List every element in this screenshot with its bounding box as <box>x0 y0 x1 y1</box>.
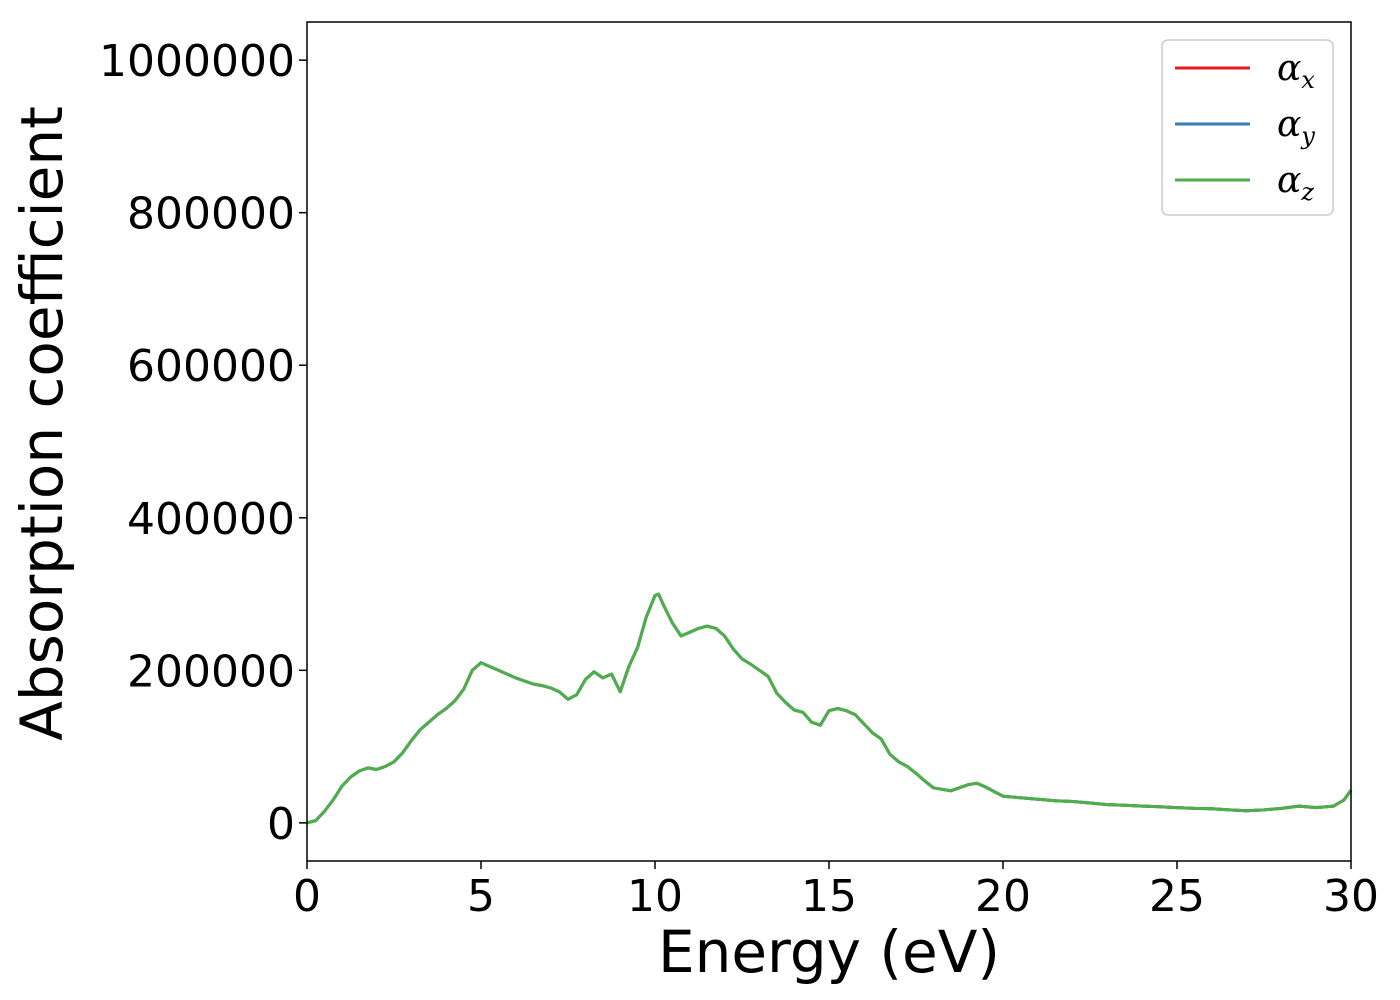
legend: αx αy αz <box>1161 39 1334 216</box>
x-tick-label: 10 <box>627 871 683 922</box>
x-axis: 0 5 10 15 20 25 30 <box>293 861 1379 922</box>
y-tick-label: 200000 <box>127 646 295 697</box>
x-tick-label: 20 <box>975 871 1031 922</box>
legend-entry-2: αy <box>1277 104 1315 150</box>
y-tick-label: 600000 <box>127 341 295 392</box>
series-layer <box>306 592 1353 825</box>
y-tick-label: 400000 <box>127 494 295 545</box>
series-line-2 <box>306 592 1353 825</box>
legend-entry-3: αz <box>1277 160 1314 206</box>
x-tick-label: 15 <box>801 871 857 922</box>
legend-entry-1: αx <box>1277 48 1315 94</box>
y-tick-label: 1000000 <box>99 36 295 87</box>
x-tick-label: 5 <box>467 871 495 922</box>
x-tick-label: 0 <box>293 871 321 922</box>
x-axis-label: Energy (eV) <box>658 918 1000 986</box>
y-tick-label: 800000 <box>127 189 295 240</box>
y-axis-label: Absorption coefficient <box>8 106 76 741</box>
legend-box <box>1161 39 1334 216</box>
series-line-1 <box>306 592 1353 825</box>
x-tick-label: 30 <box>1323 871 1379 922</box>
x-tick-label: 25 <box>1149 871 1205 922</box>
series-line-3 <box>306 592 1353 825</box>
y-tick-label: 0 <box>267 799 295 850</box>
y-axis: 0 200000 400000 600000 800000 1000000 <box>99 36 307 850</box>
